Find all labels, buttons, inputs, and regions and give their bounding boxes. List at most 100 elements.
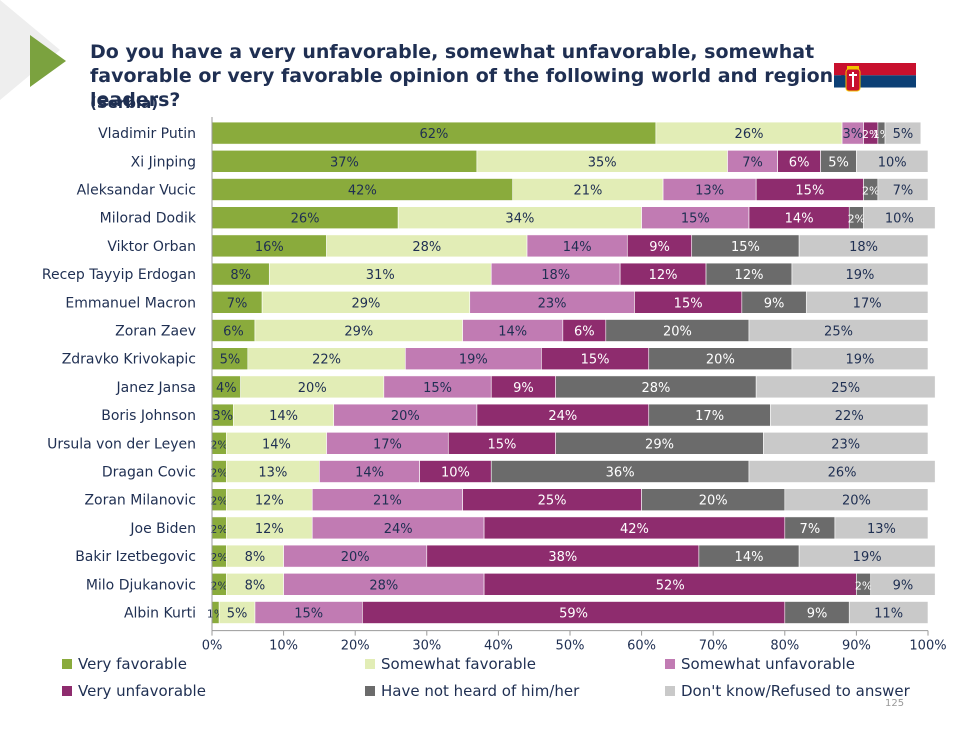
data-label: 9% bbox=[649, 240, 670, 255]
data-label: 17% bbox=[853, 296, 882, 311]
data-label: 16% bbox=[255, 240, 284, 255]
data-label: 5% bbox=[893, 127, 914, 142]
bar-segment bbox=[877, 178, 929, 201]
category-label: Emmanuel Macron bbox=[65, 295, 196, 311]
data-label: 10% bbox=[441, 466, 470, 481]
data-label: 19% bbox=[846, 353, 875, 368]
data-label: 22% bbox=[312, 353, 341, 368]
x-tick-label: 20% bbox=[341, 639, 370, 654]
data-label: 34% bbox=[505, 212, 534, 227]
data-label: 13% bbox=[867, 522, 896, 537]
data-label: 5% bbox=[828, 155, 849, 170]
data-label: 15% bbox=[731, 240, 760, 255]
bar-segment bbox=[863, 206, 936, 229]
page-subtitle: (Serbia) bbox=[90, 94, 159, 112]
data-label: 15% bbox=[581, 353, 610, 368]
data-label: 31% bbox=[366, 268, 395, 283]
data-label: 7% bbox=[800, 522, 821, 537]
bar-segment bbox=[848, 601, 929, 624]
data-label: 20% bbox=[842, 494, 871, 509]
category-label: Joe Biden bbox=[129, 521, 196, 537]
data-label: 15% bbox=[674, 296, 703, 311]
bar-segment bbox=[748, 319, 929, 342]
category-label: Zdravko Krivokapic bbox=[62, 352, 196, 368]
bar-segment bbox=[834, 516, 929, 540]
data-label: 26% bbox=[735, 127, 764, 142]
data-label: 19% bbox=[459, 353, 488, 368]
category-label: Xi Jinping bbox=[131, 154, 196, 170]
data-label: 15% bbox=[423, 381, 452, 396]
data-label: 2% bbox=[210, 523, 227, 536]
category-label: Zoran Zaev bbox=[115, 324, 196, 340]
data-label: 20% bbox=[298, 381, 327, 396]
page-title: Do you have a very unfavorable, somewhat… bbox=[90, 41, 853, 111]
category-label: Ursula von der Leyen bbox=[47, 436, 196, 452]
bar-segment bbox=[798, 544, 936, 568]
data-label: 9% bbox=[807, 607, 828, 622]
bar-segment bbox=[856, 150, 929, 173]
data-label: 29% bbox=[344, 325, 373, 340]
data-label: 2% bbox=[210, 551, 227, 564]
data-label: 14% bbox=[563, 240, 592, 255]
category-label: Dragan Covic bbox=[102, 465, 196, 481]
x-tick-label: 10% bbox=[269, 639, 298, 654]
data-label: 26% bbox=[291, 212, 320, 227]
category-label: Bakir Izetbegovic bbox=[75, 549, 196, 565]
bar-segment bbox=[784, 488, 929, 512]
data-label: 37% bbox=[330, 155, 359, 170]
data-label: 11% bbox=[874, 607, 903, 622]
category-label: Aleksandar Vucic bbox=[77, 183, 196, 199]
bar-segment bbox=[791, 347, 929, 371]
data-label: 23% bbox=[831, 437, 860, 452]
page-number: 125 bbox=[885, 698, 905, 709]
data-label: 19% bbox=[853, 550, 882, 565]
data-label: 22% bbox=[835, 409, 864, 424]
bar-segment bbox=[870, 572, 936, 596]
data-label: 8% bbox=[245, 578, 266, 593]
category-label: Zoran Milanovic bbox=[84, 493, 196, 509]
category-label: Albin Kurti bbox=[124, 606, 196, 622]
data-label: 28% bbox=[641, 381, 670, 396]
bar-segment bbox=[755, 375, 936, 399]
data-label: 26% bbox=[828, 466, 857, 481]
x-tick-label: 0% bbox=[202, 639, 223, 654]
data-label: 35% bbox=[588, 155, 617, 170]
data-label: 12% bbox=[255, 494, 284, 509]
bar-segment bbox=[791, 262, 929, 286]
x-tick-label: 50% bbox=[556, 639, 585, 654]
data-label: 6% bbox=[789, 155, 810, 170]
data-label: 24% bbox=[548, 409, 577, 424]
data-label: 7% bbox=[893, 184, 914, 199]
data-label: 9% bbox=[513, 381, 534, 396]
data-label: 20% bbox=[341, 550, 370, 565]
category-label: Boris Johnson bbox=[101, 408, 196, 424]
data-label: 24% bbox=[384, 522, 413, 537]
data-label: 12% bbox=[649, 268, 678, 283]
data-label: 21% bbox=[373, 494, 402, 509]
data-label: 21% bbox=[573, 184, 602, 199]
x-tick-label: 100% bbox=[909, 639, 946, 654]
category-label: Milo Djukanovic bbox=[86, 577, 196, 593]
data-label: 6% bbox=[574, 325, 595, 340]
data-label: 2% bbox=[210, 467, 227, 480]
data-label: 25% bbox=[538, 494, 567, 509]
category-label: Viktor Orban bbox=[107, 239, 196, 255]
bar-segment bbox=[763, 431, 929, 455]
data-label: 14% bbox=[785, 212, 814, 227]
serbia-flag-icon bbox=[834, 63, 916, 100]
data-label: 20% bbox=[391, 409, 420, 424]
x-tick-label: 90% bbox=[842, 639, 871, 654]
data-label: 20% bbox=[706, 353, 735, 368]
x-tick-label: 70% bbox=[699, 639, 728, 654]
data-label: 2% bbox=[210, 579, 227, 592]
data-label: 17% bbox=[695, 409, 724, 424]
data-label: 8% bbox=[230, 268, 251, 283]
data-label: 29% bbox=[645, 437, 674, 452]
data-label: 12% bbox=[255, 522, 284, 537]
data-label: 5% bbox=[220, 353, 241, 368]
data-label: 10% bbox=[878, 155, 907, 170]
bar-segment bbox=[798, 234, 929, 258]
data-label: 25% bbox=[831, 381, 860, 396]
data-label: 2% bbox=[210, 438, 227, 451]
